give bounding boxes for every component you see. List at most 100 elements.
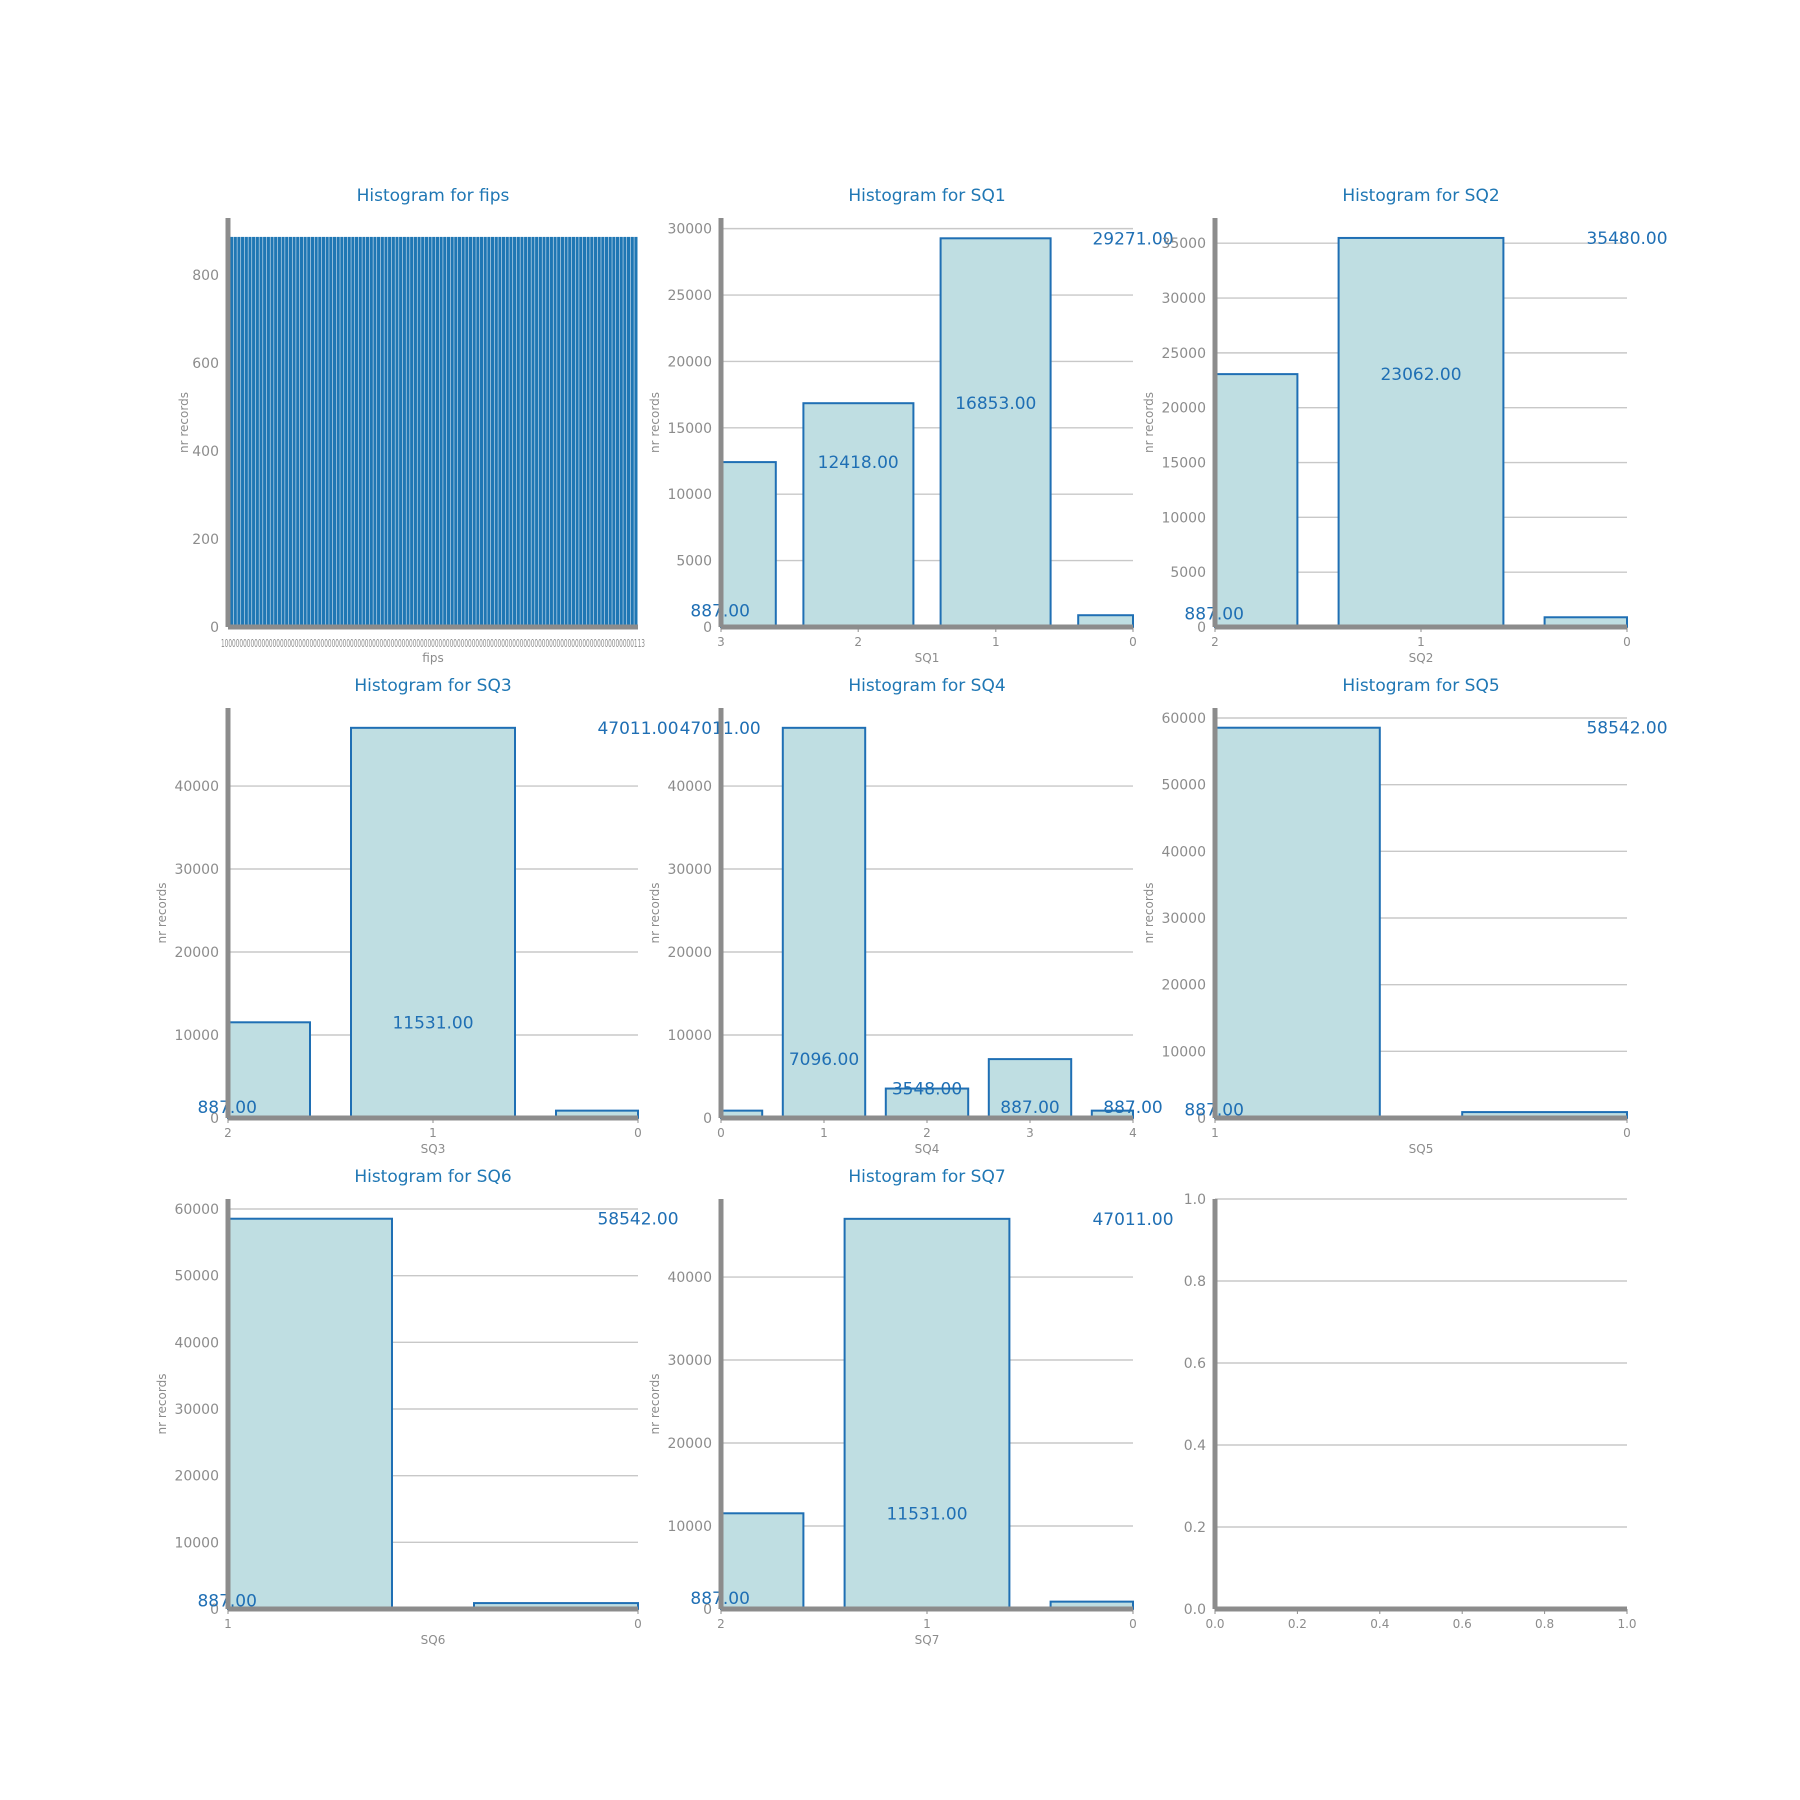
- x-tick-label: 2: [1211, 635, 1219, 649]
- fips-bar: [472, 236, 476, 627]
- fips-bar: [509, 236, 513, 627]
- histogram-bar: [1337, 236, 1505, 628]
- fips-bar: [546, 236, 550, 627]
- y-tick-label: 10000: [1161, 510, 1206, 526]
- fips-bar: [340, 236, 344, 627]
- y-tick-label: 30000: [1161, 911, 1206, 927]
- x-tick-label: 2: [854, 635, 862, 649]
- chart-title: Histogram for fips: [357, 186, 510, 206]
- y-axis-label: nr records: [155, 883, 169, 944]
- data-label: 35480.00: [1586, 229, 1667, 249]
- fips-bar: [417, 236, 421, 627]
- fips-bar: [336, 236, 340, 627]
- fips-bar: [520, 236, 524, 627]
- fips-bar: [277, 236, 281, 627]
- y-tick-label: 15000: [1161, 456, 1206, 472]
- fips-bar: [395, 236, 399, 627]
- y-tick-label: 10000: [667, 1519, 712, 1535]
- fips-bar: [450, 236, 454, 627]
- fips-bar: [443, 236, 447, 627]
- histogram-bar: [987, 1058, 1073, 1120]
- y-axis-label: nr records: [1142, 883, 1156, 944]
- fips-bar: [575, 236, 579, 627]
- y-tick-label: 60000: [1161, 711, 1206, 727]
- y-tick-label: 20000: [667, 354, 712, 370]
- x-axis-label: fips: [422, 651, 443, 665]
- data-label: 11531.00: [392, 1013, 473, 1033]
- fips-bar: [274, 236, 278, 627]
- fips-bar: [402, 236, 406, 627]
- fips-bar: [619, 236, 623, 627]
- fips-bar: [439, 236, 443, 627]
- fips-bar: [369, 236, 373, 627]
- fips-bar: [634, 236, 638, 627]
- fips-bar: [615, 236, 620, 627]
- fips-bar: [557, 236, 561, 627]
- fips-bar: [288, 236, 292, 627]
- y-tick-label: 10000: [1161, 1044, 1206, 1060]
- fips-bar: [292, 236, 296, 627]
- chart-title: Histogram for SQ2: [1342, 186, 1499, 206]
- fips-bar: [476, 236, 480, 627]
- y-tick-label: 30000: [667, 862, 712, 878]
- fips-bar: [593, 236, 598, 627]
- histogram-bar: [350, 726, 516, 1120]
- data-label: 58542.00: [1586, 719, 1667, 739]
- x-tick-label: 0.6: [1453, 1617, 1472, 1631]
- x-tick-label: 2: [717, 1617, 725, 1631]
- chart-title: Histogram for SQ1: [848, 186, 1005, 206]
- fips-bar: [527, 236, 531, 627]
- x-tick-label: 1: [1417, 635, 1425, 649]
- y-tick-label: 40000: [667, 1270, 712, 1286]
- fips-bar: [604, 236, 609, 627]
- y-axis-label: nr records: [648, 392, 662, 453]
- fips-bar: [531, 236, 535, 627]
- chart-title: Histogram for SQ4: [848, 676, 1005, 696]
- y-tick-label: 40000: [667, 779, 712, 795]
- fips-bar: [597, 236, 601, 627]
- fips-bar: [230, 236, 234, 627]
- fips-bar: [483, 236, 487, 627]
- fips-bar: [241, 236, 245, 627]
- fips-bar: [626, 236, 631, 627]
- fips-bar: [413, 236, 417, 627]
- fips-bar: [329, 236, 333, 627]
- x-tick-label: 0.4: [1370, 1617, 1389, 1631]
- y-axis-label: nr records: [177, 392, 191, 453]
- fips-bar: [296, 236, 300, 627]
- y-tick-label: 0.2: [1184, 1520, 1206, 1536]
- x-tick-label: 1: [224, 1617, 232, 1631]
- x-tick-label: 1.0: [1617, 1617, 1636, 1631]
- y-tick-label: 0: [210, 1602, 219, 1618]
- fips-bar: [366, 236, 370, 627]
- y-axis-label: nr records: [155, 1374, 169, 1435]
- y-tick-label: 30000: [1161, 291, 1206, 307]
- data-label: 47011.00: [597, 719, 678, 739]
- y-tick-label: 800: [192, 268, 219, 284]
- fips-bar: [358, 236, 362, 627]
- y-tick-label: 40000: [174, 1335, 219, 1351]
- fips-bar: [424, 236, 428, 627]
- x-tick-label: 0: [634, 1617, 642, 1631]
- y-tick-label: 5000: [676, 554, 712, 570]
- fips-bar: [468, 236, 473, 627]
- y-tick-label: 0: [703, 1111, 712, 1127]
- y-tick-label: 20000: [174, 945, 219, 961]
- fips-bar: [310, 236, 315, 627]
- x-axis-label: SQ6: [421, 1633, 446, 1647]
- y-tick-label: 0: [703, 1602, 712, 1618]
- fips-bar: [542, 236, 546, 627]
- fips-bar: [388, 236, 392, 627]
- fips-bar: [630, 236, 634, 627]
- histogram-bar: [1214, 373, 1299, 628]
- fips-bar: [299, 236, 304, 627]
- y-tick-label: 20000: [174, 1469, 219, 1485]
- fips-bar: [571, 236, 576, 627]
- fips-bar: [421, 236, 425, 627]
- fips-bar: [325, 236, 329, 627]
- x-axis-label: SQ7: [915, 1633, 940, 1647]
- data-label: 7096.00: [789, 1050, 859, 1070]
- x-tick-label: 1: [992, 635, 1000, 649]
- y-tick-label: 40000: [174, 779, 219, 795]
- fips-bar: [380, 236, 384, 627]
